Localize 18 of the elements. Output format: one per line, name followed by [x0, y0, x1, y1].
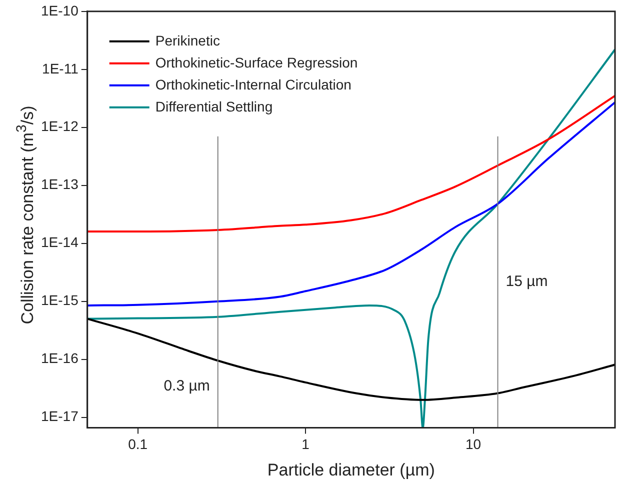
x-tick-label: 1	[302, 436, 310, 452]
y-tick-label: 1E-14	[41, 234, 79, 250]
x-axis-title: Particle diameter (µm)	[267, 460, 435, 480]
y-tick-label: 1E-12	[41, 118, 79, 134]
y-tick-label: 1E-16	[41, 350, 79, 366]
y-tick-label: 1E-15	[41, 292, 79, 308]
legend-label: Perikinetic	[155, 32, 220, 48]
ref-line-label: 15 µm	[506, 273, 548, 290]
x-tick-label: 10	[465, 436, 482, 452]
y-tick-label: 1E-13	[41, 176, 79, 192]
y-tick-label: 1E-17	[41, 408, 79, 424]
legend-label: Orthokinetic-Surface Regression	[155, 54, 358, 70]
ref-line-label: 0.3 µm	[164, 377, 210, 394]
y-tick-label: 1E-11	[42, 60, 79, 76]
legend-label: Differential Settling	[155, 98, 273, 114]
y-tick-label: 1E-10	[41, 2, 79, 18]
legend-label: Orthokinetic-Internal Circulation	[155, 76, 352, 92]
x-tick-label: 0.1	[128, 436, 148, 452]
